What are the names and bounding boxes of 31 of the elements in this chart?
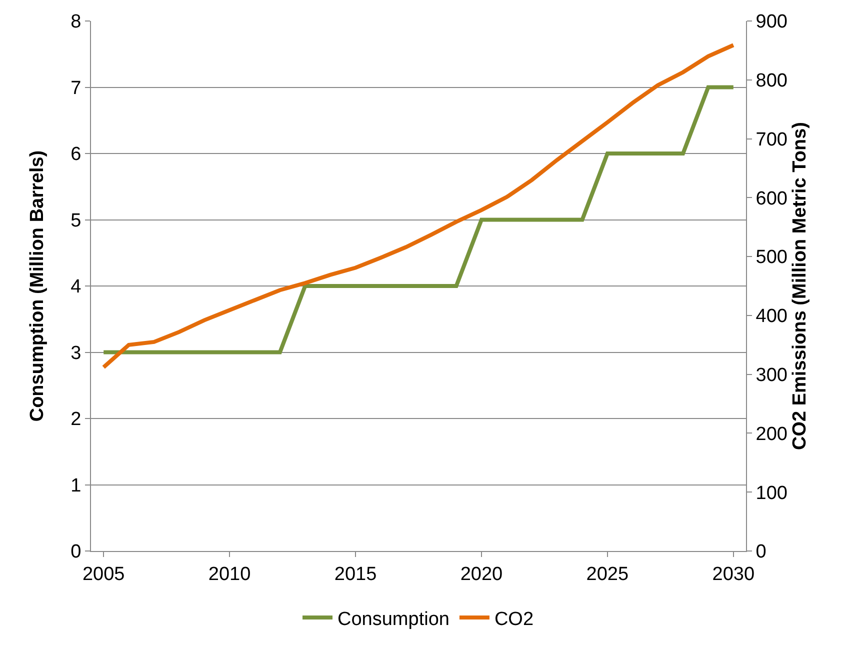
y2-tick-label: 500 xyxy=(756,247,788,268)
y-tick-label: 1 xyxy=(70,475,82,496)
y2-tick-label: 600 xyxy=(756,188,788,210)
y2-tick-label: 200 xyxy=(756,424,788,445)
x-tick-label: 2005 xyxy=(82,564,125,585)
x-tick-label: 2010 xyxy=(208,564,251,585)
y2-axis-title: CO2 Emissions (Million Metric Tons) xyxy=(790,122,811,450)
y-tick-label: 3 xyxy=(70,342,82,364)
legend-label: Consumption xyxy=(338,608,450,630)
y2-tick-label: 700 xyxy=(756,129,788,150)
y-tick-label: 5 xyxy=(70,210,82,232)
x-tick-label: 2030 xyxy=(712,564,755,585)
y-tick-label: 2 xyxy=(70,409,82,430)
y2-tick-label: 0 xyxy=(756,542,766,563)
line-series xyxy=(102,85,736,354)
y-axis-title: Consumption (Million Barrels) xyxy=(27,150,48,422)
legend-label: CO2 xyxy=(494,608,534,630)
y2-tick-label: 900 xyxy=(756,12,788,33)
y2-tick-label: 400 xyxy=(756,306,788,328)
y-tick-label: 4 xyxy=(70,276,82,298)
y-tick-label: 0 xyxy=(70,542,82,563)
x-tick-label: 2020 xyxy=(460,564,503,585)
y2-tick-label: 800 xyxy=(756,70,788,92)
y2-tick-label: 100 xyxy=(756,482,788,504)
x-tick-label: 2025 xyxy=(586,564,629,585)
y2-tick-label: 300 xyxy=(756,364,788,386)
y-tick-label: 6 xyxy=(70,144,82,166)
x-tick-label: 2015 xyxy=(334,564,377,585)
y-tick-label: 8 xyxy=(70,12,82,33)
y-tick-label: 7 xyxy=(70,78,82,99)
line-series xyxy=(102,43,736,370)
